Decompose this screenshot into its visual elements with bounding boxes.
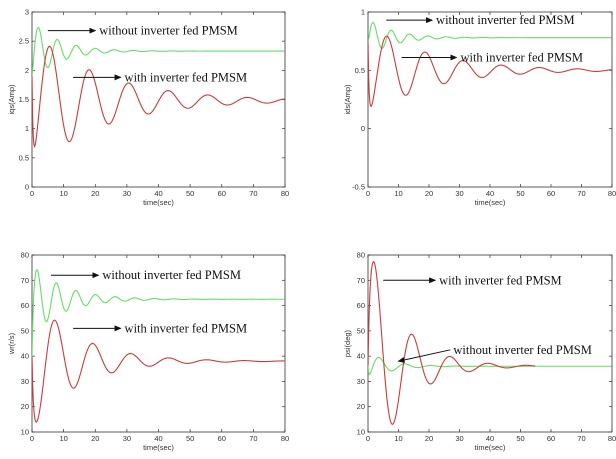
wr-series-line-without-inverter	[32, 269, 285, 357]
psi-annotation-label: without inverter fed PMSM	[453, 343, 592, 357]
psi-y-tick-label: 80	[357, 251, 365, 260]
ids-y-axis-label: ids(Amp)	[343, 84, 352, 115]
wr-x-tick-label: 30	[123, 434, 131, 443]
iqs-y-tick-label: 1.5	[19, 95, 29, 104]
iqs-series-line-without-inverter	[32, 26, 285, 77]
psi-x-tick-label: 70	[577, 434, 585, 443]
ids-x-tick-label: 60	[547, 189, 555, 198]
ids-x-tick-label: 40	[486, 189, 494, 198]
ids-x-tick-label: 20	[425, 189, 433, 198]
iqs-x-tick-label: 0	[30, 189, 34, 198]
iqs-x-tick-label: 80	[281, 189, 289, 198]
iqs-axes-box	[31, 11, 286, 188]
iqs-x-tick-label: 30	[123, 189, 131, 198]
wr-y-axis-label: wr(r/s)	[7, 332, 16, 355]
wr-y-tick-label: 10	[21, 428, 29, 437]
ids-annotation-label: with inverter fed PMSM	[460, 51, 583, 65]
wr-x-axis-label: time(sec)	[143, 443, 174, 452]
psi-y-axis-label: psi(deg)	[343, 329, 352, 357]
psi-y-tick-label: 50	[357, 326, 365, 335]
psi-axes-box	[367, 254, 613, 433]
ids-series-line-without-inverter	[368, 21, 612, 49]
iqs-y-axis-label: iqs(Amp)	[7, 84, 16, 115]
iqs-x-tick-label: 60	[218, 189, 226, 198]
psi-annotation-label: with inverter fed PMSM	[439, 273, 562, 287]
wr-x-tick-label: 20	[91, 434, 99, 443]
wr-y-tick-label: 60	[21, 301, 29, 310]
wr-y-tick-label: 70	[21, 276, 29, 285]
psi-x-tick-label: 40	[486, 434, 494, 443]
psi-y-tick-label: 10	[357, 428, 365, 437]
ids-axes-box	[367, 11, 613, 188]
wr-x-tick-label: 70	[249, 434, 257, 443]
iqs-y-tick-label: 2	[25, 66, 29, 75]
psi-x-axis-label: time(sec)	[475, 443, 506, 452]
ids-annotation-label: without inverter fed PMSM	[436, 13, 575, 27]
psi-x-tick-label: 80	[608, 434, 616, 443]
iqs-y-tick-label: 0	[25, 183, 29, 192]
iqs-y-tick-label: 2.5	[19, 37, 29, 46]
ids-x-axis-label: time(sec)	[475, 198, 506, 207]
wr-annotation-label: without inverter fed PMSM	[102, 268, 241, 282]
iqs-x-tick-label: 50	[186, 189, 194, 198]
ids-plot: 0 10 20 30 40 50 60 70 80-0.500.51time(sec)ids(A…	[343, 8, 616, 208]
psi-y-tick-label: 70	[357, 276, 365, 285]
ids-x-tick-label: 30	[455, 189, 463, 198]
wr-series-line-with-inverter	[32, 319, 285, 423]
ids-y-tick-label: 0.5	[355, 66, 365, 75]
iqs-x-tick-label: 70	[249, 189, 257, 198]
psi-series-line-with-inverter	[368, 260, 536, 425]
iqs-x-tick-label: 40	[154, 189, 162, 198]
psi-y-tick-label: 40	[357, 352, 365, 361]
ids-y-tick-label: -0.5	[352, 183, 365, 192]
iqs-series-line-with-inverter	[32, 45, 285, 149]
ids-x-tick-label: 70	[577, 189, 585, 198]
ids-x-tick-label: 50	[516, 189, 524, 198]
psi-y-tick-label: 60	[357, 301, 365, 310]
iqs-y-tick-label: 1	[25, 124, 29, 133]
psi-x-tick-label: 0	[366, 434, 370, 443]
psi-x-tick-label: 10	[394, 434, 402, 443]
iqs-y-tick-label: 0.5	[19, 153, 29, 162]
ids-x-tick-label: 10	[394, 189, 402, 198]
psi-x-tick-label: 30	[455, 434, 463, 443]
wr-y-tick-label: 30	[21, 377, 29, 386]
ids-x-tick-label: 0	[366, 189, 370, 198]
wr-y-tick-label: 40	[21, 352, 29, 361]
iqs-y-tick-label: 3	[25, 8, 29, 17]
wr-x-tick-label: 10	[59, 434, 67, 443]
psi-y-tick-label: 20	[357, 402, 365, 411]
iqs-x-axis-label: time(sec)	[143, 198, 174, 207]
iqs-annotation-label: without inverter fed PMSM	[99, 24, 238, 38]
ids-x-tick-label: 80	[608, 189, 616, 198]
wr-y-tick-label: 20	[21, 402, 29, 411]
ids-y-tick-label: 0	[361, 124, 365, 133]
iqs-x-tick-label: 10	[59, 189, 67, 198]
wr-x-tick-label: 50	[186, 434, 194, 443]
ids-y-tick-label: 1	[361, 8, 365, 17]
psi-annotation-arrow	[397, 349, 451, 363]
wr-plot: 0 10 20 30 40 50 60 70 801020304050607080time(se…	[7, 251, 289, 453]
psi-series-line-without-inverter	[368, 356, 612, 375]
wr-y-tick-label: 80	[21, 251, 29, 260]
wr-x-tick-label: 80	[281, 434, 289, 443]
wr-y-tick-label: 50	[21, 326, 29, 335]
iqs-plot: 0 10 20 30 40 50 60 70 80 0 0.5 1 1.5 2 2.5 3 time(sec) i…	[7, 8, 289, 208]
wr-annotation-label: with inverter fed PMSM	[125, 321, 248, 335]
wr-x-tick-label: 0	[30, 434, 34, 443]
iqs-annotation-label: with inverter fed PMSM	[125, 70, 248, 84]
wr-x-tick-label: 60	[218, 434, 226, 443]
psi-x-tick-label: 20	[425, 434, 433, 443]
ids-series-line-with-inverter	[368, 35, 612, 108]
iqs-x-tick-label: 20	[91, 189, 99, 198]
psi-y-tick-label: 30	[357, 377, 365, 386]
psi-plot: 0 10 20 30 40 50 60 70 801020304050607080time(se…	[343, 251, 616, 453]
psi-x-tick-label: 50	[516, 434, 524, 443]
psi-x-tick-label: 60	[547, 434, 555, 443]
wr-x-tick-label: 40	[154, 434, 162, 443]
